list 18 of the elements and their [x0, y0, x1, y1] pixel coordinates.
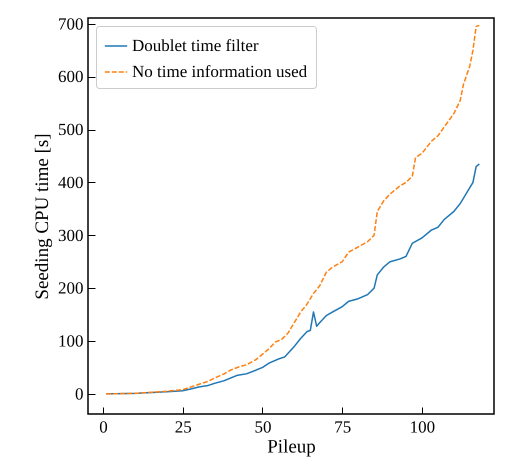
x-tick-label: 75 — [334, 418, 352, 436]
x-tick-label: 100 — [410, 418, 436, 436]
y-tick-label: 600 — [58, 67, 84, 86]
legend-label: No time information used — [132, 62, 308, 81]
y-axis-title: Seeding CPU time [s] — [32, 133, 53, 300]
y-tick-label: 200 — [58, 278, 84, 298]
y-tick-label: 700 — [58, 14, 84, 34]
x-tick-label: 0 — [99, 418, 108, 436]
y-tick-label: 300 — [58, 226, 84, 245]
x-tick-label: 50 — [254, 418, 272, 436]
x-tick-label: 25 — [174, 418, 192, 436]
y-tick-label: 100 — [58, 332, 84, 351]
y-tick-label: 400 — [58, 172, 84, 192]
y-tick-label: 0 — [75, 384, 84, 404]
line-series — [105, 24, 480, 395]
legend-label: Doublet time filter — [132, 36, 259, 55]
x-axis-title: Pileup — [267, 436, 316, 458]
y-tick-label: 500 — [58, 120, 84, 140]
